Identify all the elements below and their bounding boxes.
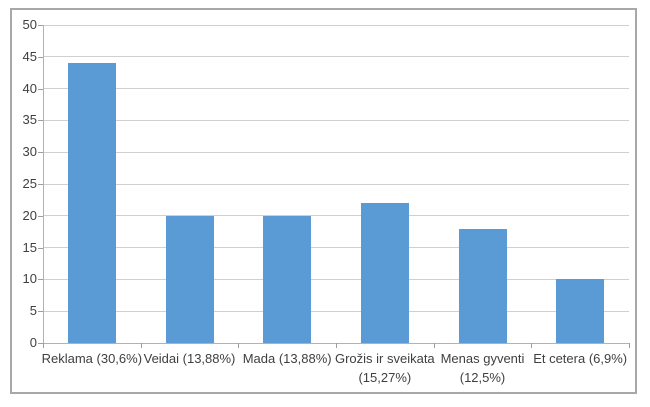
y-axis-tick: [38, 120, 43, 122]
y-axis-tick: [38, 152, 43, 154]
gridline: [43, 119, 629, 121]
x-axis-category-label-line: Veidai (13,88%): [143, 351, 236, 366]
x-axis-category-label: Veidai (13,88%): [120, 349, 260, 368]
x-axis-tick: [336, 343, 337, 348]
x-axis-category-label: Mada (13,88%): [217, 349, 357, 368]
gridline: [43, 215, 629, 217]
x-axis-category-label-line: (15,27%): [358, 370, 412, 385]
bar: [263, 215, 312, 343]
y-axis-tick: [38, 184, 43, 185]
y-axis-tick-label: 40: [22, 80, 37, 96]
gridline: [43, 24, 629, 26]
x-axis-category-label: Reklama (30,6%): [22, 349, 162, 368]
x-axis-tick: [238, 343, 240, 348]
bar: [458, 228, 507, 343]
y-axis-tick: [38, 279, 43, 281]
gridline: [43, 247, 629, 249]
gridline: [43, 310, 629, 312]
y-axis-tick: [38, 311, 43, 313]
x-axis-category-label-line: Et cetera (6,9%): [533, 351, 628, 366]
y-axis-tick-label: 45: [22, 48, 37, 64]
x-axis-tick: [433, 343, 435, 348]
gridline: [43, 88, 629, 90]
gridline: [43, 56, 629, 58]
y-axis-tick-label: 20: [22, 207, 37, 223]
y-axis-tick-label: 25: [22, 176, 37, 191]
y-axis-tick: [38, 247, 43, 249]
y-axis-tick: [38, 56, 43, 58]
x-axis-category-label-line: Grožis ir sveikata: [334, 351, 435, 366]
x-axis-category-label-line: Reklama (30,6%): [41, 351, 143, 366]
y-axis-tick: [38, 25, 43, 26]
y-axis-tick: [38, 215, 43, 217]
x-axis-category-label-line: (12,5%): [459, 370, 506, 385]
y-axis-tick-label: 10: [22, 271, 37, 287]
x-axis-tick: [629, 343, 630, 348]
x-axis-category-label: Et cetera (6,9%): [510, 349, 650, 368]
x-axis-category-label: Menas gyventi (12,5%): [413, 349, 553, 387]
y-axis-tick-label: 50: [22, 17, 37, 32]
y-axis-tick: [38, 88, 43, 90]
y-axis-tick-label: 0: [29, 335, 37, 350]
y-axis-tick-label: 30: [22, 144, 37, 160]
x-axis-category-label-line: Mada (13,88%): [242, 351, 332, 366]
y-axis-tick-label: 35: [22, 112, 37, 128]
bar: [360, 203, 409, 343]
x-axis-category-label: Grožis ir sveikata (15,27%): [315, 349, 455, 387]
x-axis-tick: [531, 343, 533, 348]
y-axis-tick: [38, 343, 43, 344]
bar: [67, 63, 116, 343]
x-axis-category-label-line: Menas gyventi: [440, 351, 525, 366]
bar: [165, 215, 214, 343]
y-axis-tick-label: 15: [22, 239, 37, 255]
x-axis-tick: [140, 343, 142, 348]
bar: [556, 279, 605, 343]
y-axis-tick-label: 5: [29, 303, 37, 319]
gridline: [43, 151, 629, 153]
gridline: [43, 278, 629, 280]
x-axis-tick: [43, 343, 44, 348]
y-axis-line: [43, 25, 44, 344]
gridline: [43, 183, 629, 185]
